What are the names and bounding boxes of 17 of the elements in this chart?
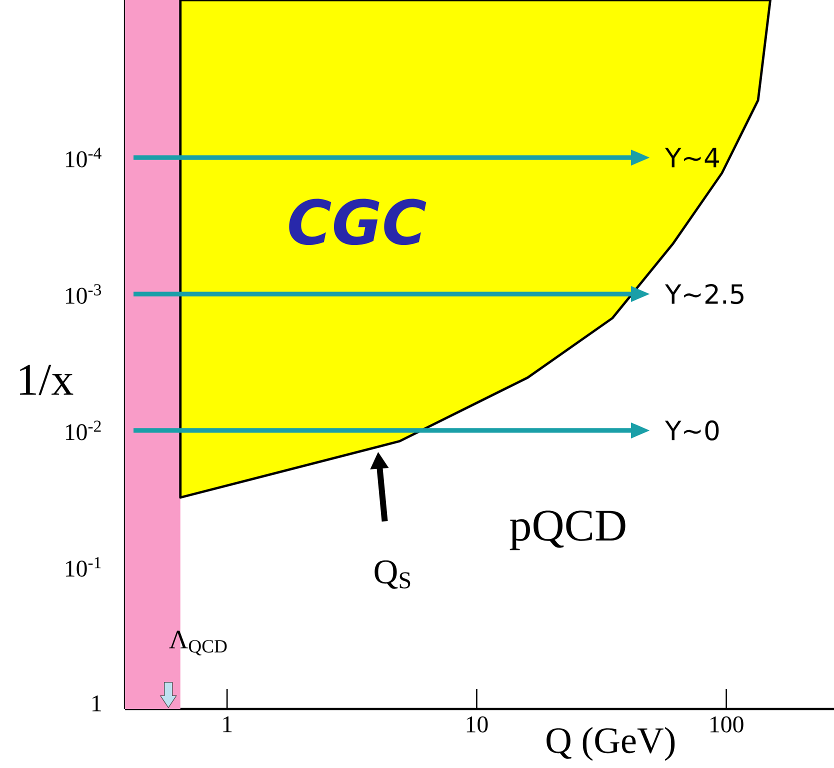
x-tick-label: 1 (223, 716, 232, 732)
x-tick-label: 10 (466, 716, 488, 732)
x-tick-label: 100 (710, 716, 744, 732)
y-tick-label: 10$^{-3}$ (66, 284, 102, 304)
y-tick-label: 1 (92, 695, 101, 712)
series-label: CGC (289, 198, 426, 246)
annotation: pQCD (510, 510, 626, 550)
ref-line-label: Y~2.5 (664, 284, 744, 304)
x-axis-title: Q (GeV) (546, 727, 675, 761)
band-label: Λ$_{QCD}$ (169, 630, 227, 656)
ref-line-label: Y~4 (664, 148, 719, 168)
y-tick-label: 10$^{-2}$ (66, 420, 101, 440)
annotation: Q$_{S}$ (374, 560, 410, 589)
y-axis-title: 1/x (20, 364, 74, 396)
ref-line-label: Y~0 (664, 420, 719, 441)
y-tick-label: 10$^{-4}$ (66, 148, 102, 168)
y-tick-label: 10$^{-1}$ (66, 557, 101, 577)
